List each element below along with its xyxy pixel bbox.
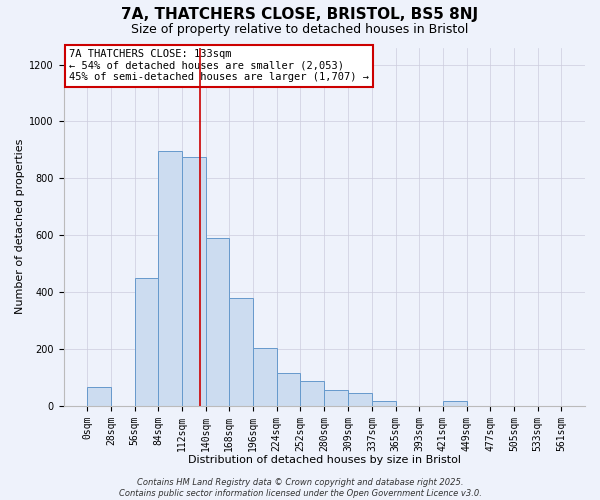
Bar [372, 400, 395, 406]
Bar [324, 390, 349, 406]
Bar [300, 381, 324, 406]
Bar [229, 298, 253, 406]
Text: 7A THATCHERS CLOSE: 133sqm
← 54% of detached houses are smaller (2,053)
45% of s: 7A THATCHERS CLOSE: 133sqm ← 54% of deta… [69, 50, 369, 82]
Bar [87, 388, 111, 406]
Y-axis label: Number of detached properties: Number of detached properties [15, 139, 25, 314]
Text: 7A, THATCHERS CLOSE, BRISTOL, BS5 8NJ: 7A, THATCHERS CLOSE, BRISTOL, BS5 8NJ [121, 8, 479, 22]
Text: Size of property relative to detached houses in Bristol: Size of property relative to detached ho… [131, 22, 469, 36]
Bar [349, 393, 372, 406]
Text: Contains HM Land Registry data © Crown copyright and database right 2025.
Contai: Contains HM Land Registry data © Crown c… [119, 478, 481, 498]
Bar [182, 157, 206, 406]
X-axis label: Distribution of detached houses by size in Bristol: Distribution of detached houses by size … [188, 455, 461, 465]
Bar [206, 238, 229, 406]
Bar [443, 400, 467, 406]
Bar [134, 278, 158, 406]
Bar [277, 373, 300, 406]
Bar [253, 348, 277, 406]
Bar [158, 152, 182, 406]
